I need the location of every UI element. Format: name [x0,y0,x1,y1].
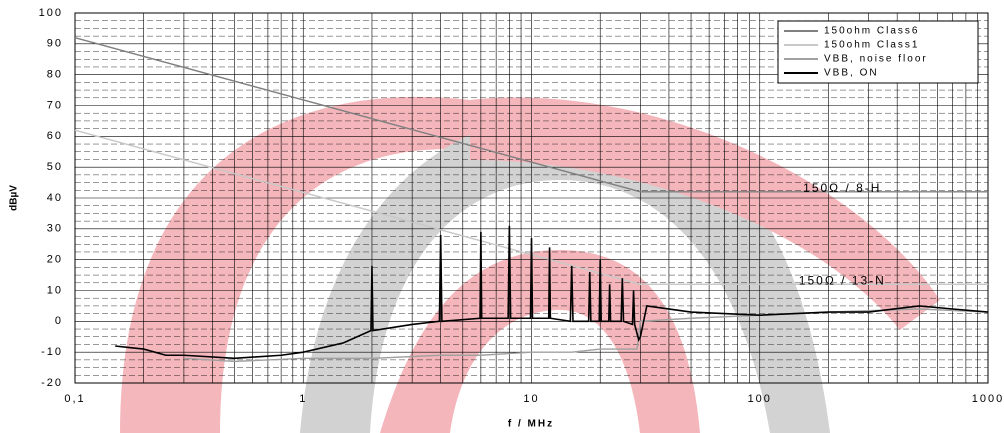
series-line [115,225,989,360]
x-tick-label: 0,1 [64,393,85,405]
y-tick-label: 60 [47,130,63,142]
series-line [74,129,988,286]
series-line [183,308,989,363]
y-axis-label: dBµV [9,185,20,211]
x-tick-label: 1000 [972,393,1004,405]
x-tick-label: 1 [299,393,307,405]
annotation: 150Ω / 13-N [799,273,886,287]
legend: 150ohm Class6 150ohm Class1 VBB, noise flo… [777,20,979,84]
y-tick-label: 20 [47,254,63,266]
legend-label: 150ohm Class1 [824,40,919,51]
y-tick-label: 10 [47,284,63,296]
y-tick-label: 0 [55,315,63,327]
y-tick-label: 30 [47,223,63,235]
legend-label: 150ohm Class6 [824,26,919,37]
series-line [74,36,988,193]
y-tick-label: 90 [47,38,63,50]
y-tick-label: 70 [47,99,63,111]
y-tick-label: 100 [39,7,63,19]
legend-label: VBB, noise floor [824,54,928,65]
annotation: 150Ω / 8-H [803,181,881,195]
x-tick-label: 10 [523,393,539,405]
y-tick-label: 80 [47,69,63,81]
y-tick-label: -10 [41,346,63,358]
y-tick-label: 40 [47,192,63,204]
y-tick-label: -20 [41,377,63,389]
x-tick-label: 100 [748,393,772,405]
legend-label: VBB, ON [824,68,879,79]
y-tick-label: 50 [47,161,63,173]
x-axis-label: f / MHz [508,419,554,430]
